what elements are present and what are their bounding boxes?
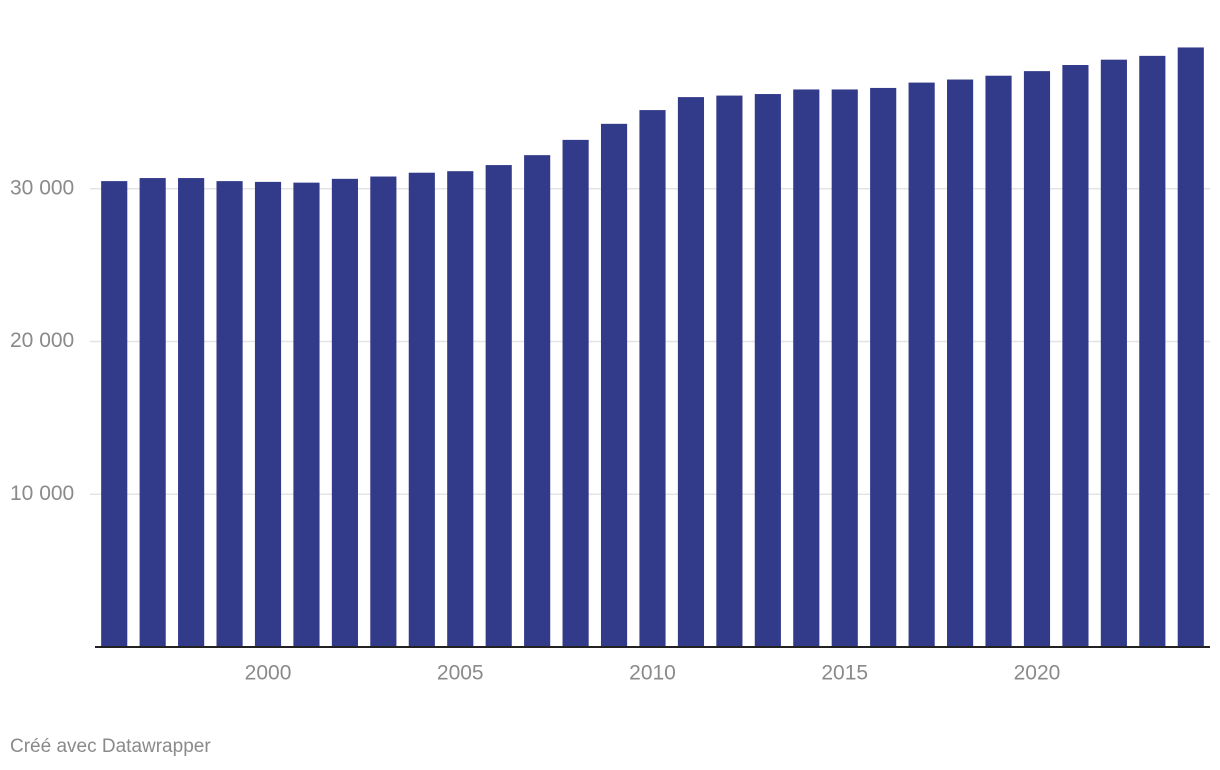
bar [524,155,551,647]
bar [216,181,243,648]
bar [331,178,358,648]
x-tick-label: 2020 [1014,662,1061,685]
x-tick-label: 2010 [629,662,676,685]
bar [101,181,128,648]
x-tick-label: 2000 [245,662,292,685]
bar [370,176,397,647]
bar [831,89,858,647]
bar [293,182,320,647]
bar [1139,55,1166,648]
bar [1177,47,1204,648]
x-tick-label: 2005 [437,662,484,685]
bar [1062,65,1089,647]
bar [178,178,205,647]
bar [639,110,666,648]
bar [985,75,1012,648]
bar [408,172,435,647]
bar [1023,71,1051,647]
bar [908,82,935,648]
bar [447,171,474,647]
bar [562,139,589,647]
bar [600,123,628,648]
credit: Créé avec Datawrapper [10,736,211,757]
bar [254,181,282,647]
y-tick-label: 30 000 [10,176,74,199]
bar [754,94,781,648]
bar [793,89,820,647]
y-tick-label: 10 000 [10,482,74,505]
bar [1100,59,1127,647]
bar [870,87,897,647]
bar [139,178,166,647]
bar [485,165,512,648]
y-tick-label: 20 000 [10,329,74,352]
bar [947,79,974,647]
bar [677,97,705,648]
x-tick-label: 2015 [821,662,868,685]
bar [716,95,743,647]
